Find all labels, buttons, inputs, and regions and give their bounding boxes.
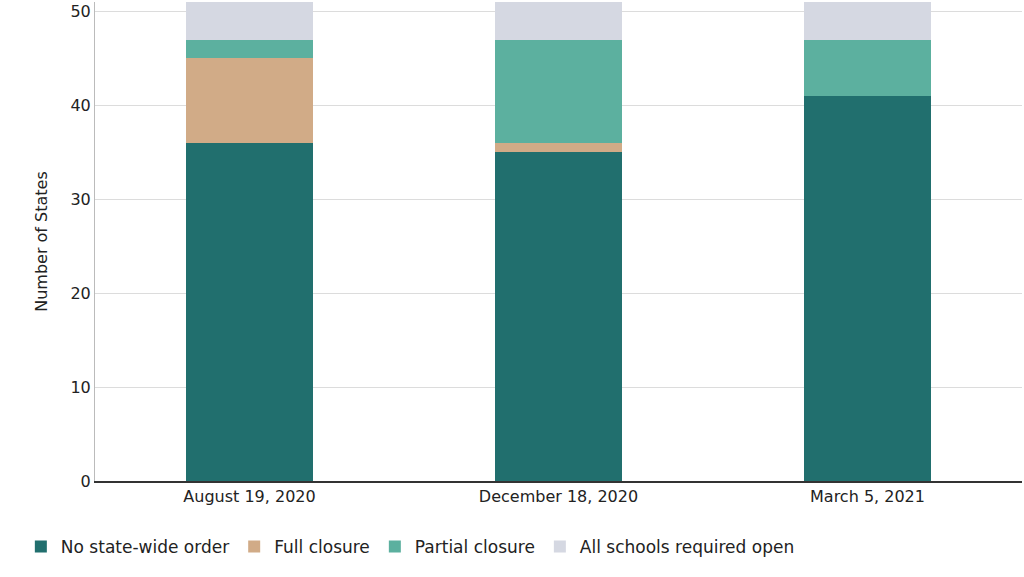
svg-text:10: 10 xyxy=(70,378,90,397)
svg-text:20: 20 xyxy=(70,284,90,303)
svg-text:30: 30 xyxy=(70,190,90,209)
svg-text:All schools required open: All schools required open xyxy=(580,537,794,557)
svg-text:March 5, 2021: March 5, 2021 xyxy=(810,487,925,506)
svg-text:August 19, 2020: August 19, 2020 xyxy=(183,487,315,506)
svg-text:0: 0 xyxy=(81,472,91,491)
svg-text:No state-wide order: No state-wide order xyxy=(61,537,229,557)
svg-text:Full closure: Full closure xyxy=(274,537,370,557)
svg-text:40: 40 xyxy=(70,96,90,115)
svg-text:Number of States: Number of States xyxy=(32,171,51,312)
svg-text:50: 50 xyxy=(70,2,90,21)
svg-text:Partial closure: Partial closure xyxy=(415,537,535,557)
svg-text:December 18, 2020: December 18, 2020 xyxy=(479,487,638,506)
